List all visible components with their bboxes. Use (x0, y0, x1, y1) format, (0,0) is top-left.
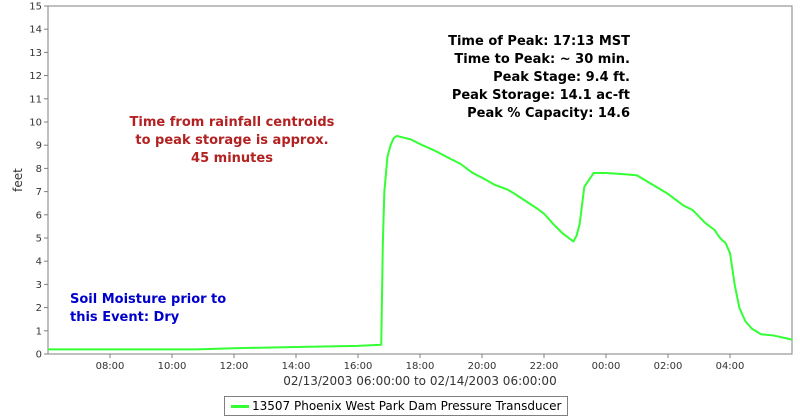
y-tick-label: 7 (36, 187, 42, 198)
legend-swatch (231, 404, 249, 408)
y-tick-label: 14 (29, 25, 42, 36)
y-tick-label: 1 (36, 326, 42, 337)
centroid-note-line: to peak storage is approx. (135, 133, 328, 148)
y-tick-label: 4 (36, 257, 42, 268)
legend: 13507 Phoenix West Park Dam Pressure Tra… (224, 396, 569, 416)
y-tick-label: 11 (29, 94, 42, 105)
y-tick-label: 2 (36, 303, 42, 314)
plot-area (47, 5, 793, 355)
peak-info-line: Peak % Capacity: 14.6 (467, 106, 630, 121)
y-tick-label: 10 (29, 118, 42, 129)
series-line (48, 134, 793, 351)
y-tick-label: 13 (29, 48, 42, 59)
peak-info-line: Peak Stage: 9.4 ft. (493, 70, 630, 85)
y-tick-label: 9 (36, 141, 42, 152)
peak-info-annotation: Time of Peak: 17:13 MST Time to Peak: ~ … (448, 34, 630, 121)
soil-note-line: this Event: Dry (70, 310, 180, 325)
y-tick-label: 12 (29, 71, 42, 82)
y-tick-label: 0 (36, 350, 42, 361)
centroid-note-annotation: Time from rainfall centroids to peak sto… (130, 115, 335, 166)
x-tick-label: 08:00 (96, 361, 125, 372)
x-tick-label: 00:00 (592, 361, 621, 372)
centroid-note-line: Time from rainfall centroids (130, 115, 335, 130)
y-tick-label: 5 (36, 234, 42, 245)
peak-info-line: Time to Peak: ~ 30 min. (454, 52, 630, 67)
legend-label: 13507 Phoenix West Park Dam Pressure Tra… (252, 399, 562, 413)
y-tick-label: 8 (36, 164, 42, 175)
x-axis-label: 02/13/2003 06:00:00 to 02/14/2003 06:00:… (283, 374, 556, 388)
peak-info-line: Time of Peak: 17:13 MST (448, 34, 630, 49)
y-tick-label: 3 (36, 280, 42, 291)
peak-info-line: Peak Storage: 14.1 ac-ft (452, 88, 630, 103)
x-tick-label: 04:00 (716, 361, 745, 372)
x-tick-label: 22:00 (530, 361, 559, 372)
x-axis-ticks: 08:00 10:00 12:00 14:00 16:00 18:00 20:00 22:00… (96, 354, 745, 372)
x-tick-label: 20:00 (468, 361, 497, 372)
x-tick-label: 12:00 (220, 361, 249, 372)
y-tick-label: 6 (36, 210, 42, 221)
x-tick-label: 16:00 (344, 361, 373, 372)
x-tick-label: 02:00 (654, 361, 683, 372)
x-tick-label: 10:00 (158, 361, 187, 372)
y-axis-label: feet (11, 168, 25, 192)
y-tick-label: 15 (29, 2, 42, 13)
soil-moisture-annotation: Soil Moisture prior to this Event: Dry (70, 292, 226, 325)
x-tick-label: 18:00 (406, 361, 435, 372)
centroid-note-line: 45 minutes (191, 151, 273, 166)
x-tick-label: 14:00 (282, 361, 311, 372)
soil-note-line: Soil Moisture prior to (70, 292, 226, 307)
